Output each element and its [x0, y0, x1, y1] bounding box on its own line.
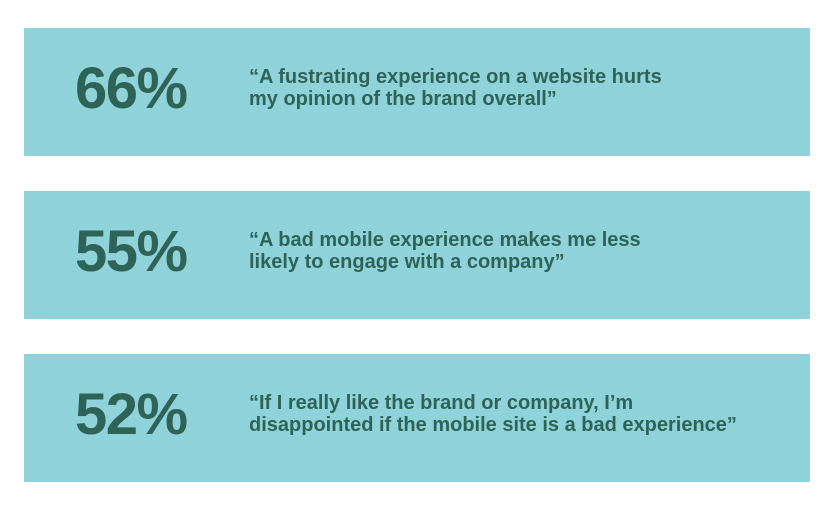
stat-quote: “A fustrating experience on a website hu… — [249, 66, 662, 110]
stat-percent-value: 55% — [75, 218, 188, 284]
stat-row-content: 55% “A bad mobile experience makes me le… — [24, 218, 810, 285]
stat-percent-value: 52% — [75, 381, 188, 447]
stat-row-3: 52% “If I really like the brand or compa… — [24, 354, 810, 482]
stat-row-content: 66% “A fustrating experience on a websit… — [24, 55, 810, 122]
stat-quote-line-2: likely to engage with a company” — [249, 251, 565, 273]
stat-quote-line-1: “A fustrating experience on a website hu… — [249, 66, 662, 88]
stat-quote-line-2: disappointed if the mobile site is a bad… — [249, 414, 737, 436]
stat-percent-value: 66% — [75, 55, 188, 121]
stat-quote-line-1: “A bad mobile experience makes me less — [249, 229, 641, 251]
stat-quote-line-1: “If I really like the brand or company, … — [249, 392, 634, 414]
stat-row-content: 52% “If I really like the brand or compa… — [24, 381, 810, 448]
stat-quote: “If I really like the brand or company, … — [249, 392, 737, 436]
stat-row-2: 55% “A bad mobile experience makes me le… — [24, 191, 810, 319]
stat-quote-line-2: my opinion of the brand overall” — [249, 88, 557, 110]
stat-quote: “A bad mobile experience makes me less l… — [249, 229, 641, 273]
stat-row-1: 66% “A fustrating experience on a websit… — [24, 28, 810, 156]
